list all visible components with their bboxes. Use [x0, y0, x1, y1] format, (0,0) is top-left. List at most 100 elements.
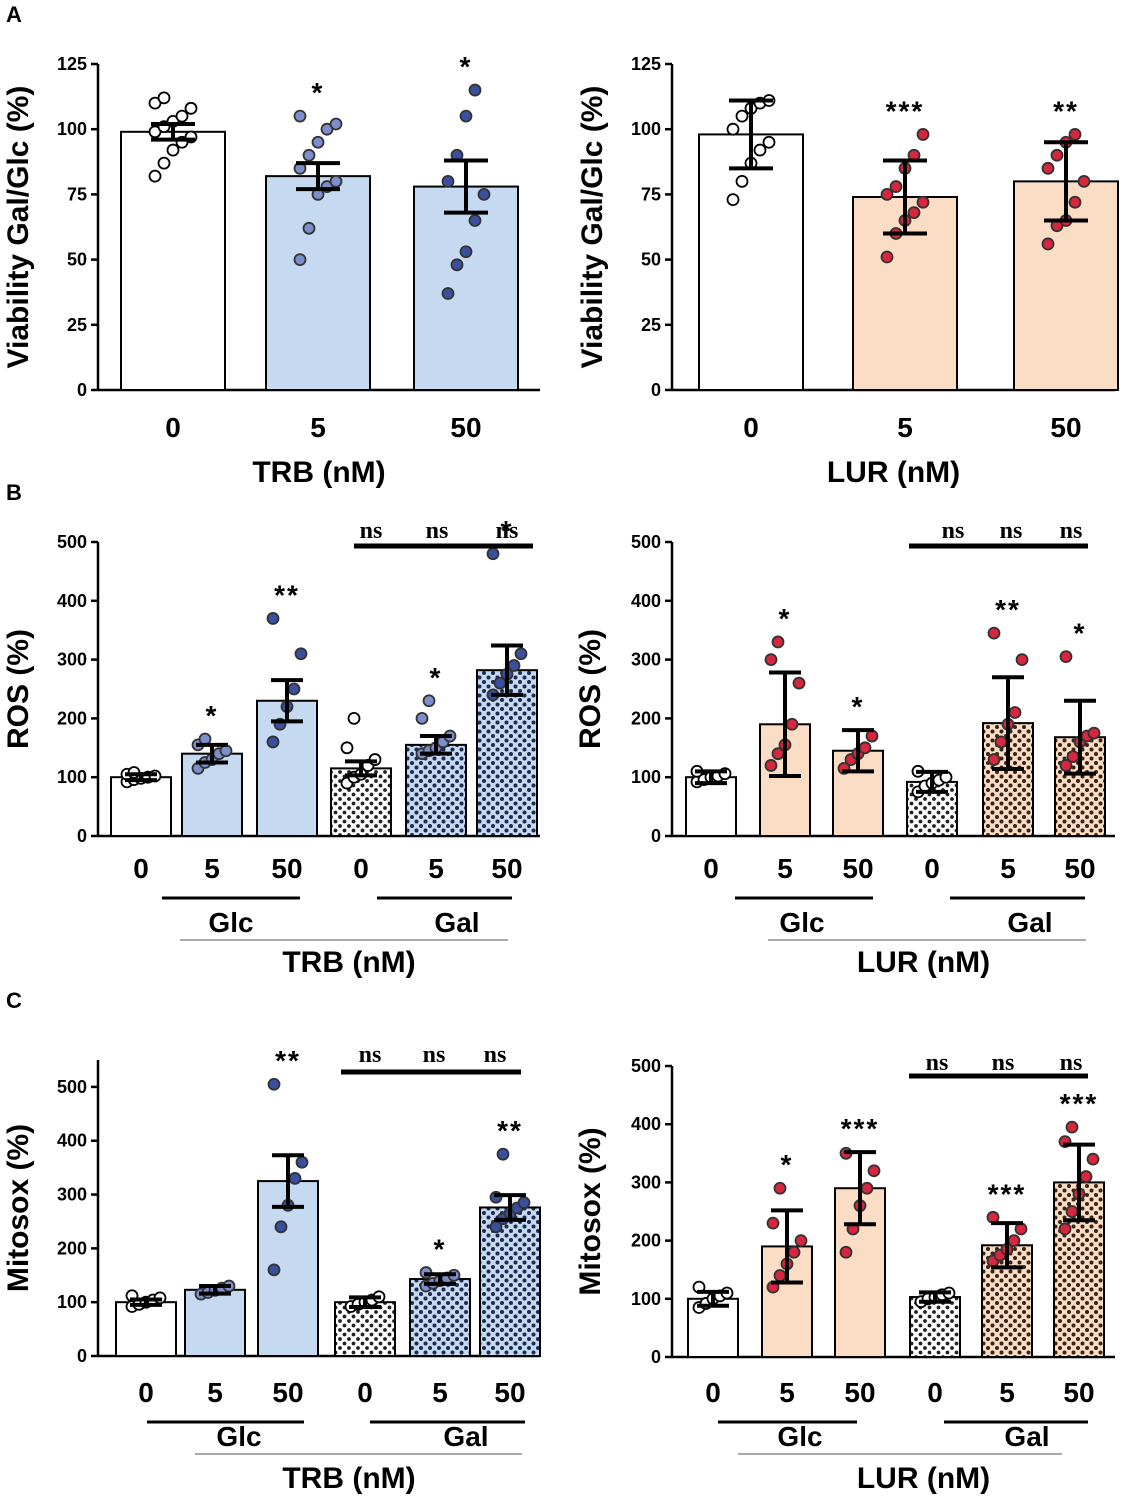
data-point: [293, 109, 307, 123]
x-axis-label: TRB (nM): [282, 1462, 415, 1495]
data-point: [1077, 174, 1091, 188]
ns-label: ns: [359, 1042, 382, 1068]
significance-label: *: [312, 77, 325, 108]
significance-label: *: [852, 691, 865, 722]
data-point: [773, 1269, 787, 1282]
data-point: [1041, 161, 1055, 175]
data-point: [517, 1196, 531, 1210]
group-label: Glc: [216, 1421, 261, 1452]
chart-A_LUR: 0 25 50 75 100 125 Viability Gal/Glc (%) 0 *** 5 *…: [576, 54, 1119, 489]
data-point: [764, 759, 778, 772]
y-tick-label: 500: [57, 532, 87, 552]
y-tick-label: 0: [651, 826, 661, 846]
data-point: [340, 741, 354, 755]
significance-label: ***: [886, 95, 925, 126]
bar: [413, 185, 519, 391]
ns-label: ns: [423, 1042, 446, 1068]
y-axis-label: Mitosox (%): [574, 1127, 607, 1295]
data-point: [157, 91, 171, 105]
y-tick-label: 200: [57, 1238, 87, 1258]
category-label: 50: [271, 853, 302, 884]
significance-label: **: [497, 1115, 523, 1146]
x-axis-label: TRB (nM): [282, 946, 415, 979]
data-point: [267, 1077, 281, 1091]
data-point: [1007, 1234, 1021, 1247]
data-point: [450, 258, 464, 272]
data-point: [987, 626, 1001, 640]
y-tick-label: 100: [631, 1289, 661, 1309]
data-point: [1087, 726, 1101, 740]
data-point: [459, 245, 473, 259]
data-point: [148, 169, 162, 183]
ns-label: ns: [496, 518, 519, 544]
significance-label: *: [434, 1234, 447, 1265]
data-point: [794, 1234, 808, 1247]
data-point: [1066, 750, 1080, 764]
bar: [405, 743, 467, 837]
data-point: [889, 180, 903, 193]
data-point: [1065, 1120, 1079, 1134]
data-point: [468, 83, 482, 97]
ns-label: ns: [1000, 518, 1023, 544]
category-label: 50: [272, 1377, 303, 1408]
data-point: [1050, 148, 1064, 162]
significance-label: **: [1053, 95, 1079, 126]
category-label: 0: [703, 853, 719, 884]
data-point: [880, 187, 894, 201]
bar: [110, 776, 172, 838]
category-label: 5: [432, 1377, 448, 1408]
data-point: [1059, 650, 1073, 664]
significance-label: ***: [988, 1178, 1027, 1209]
data-point: [468, 214, 482, 227]
y-tick-label: 100: [57, 1292, 87, 1312]
data-point: [302, 221, 316, 235]
y-axis-label: Viability Gal/Glc (%): [2, 86, 35, 369]
y-tick-label: 400: [631, 591, 661, 611]
data-point: [735, 109, 749, 123]
data-point: [916, 128, 930, 141]
x-axis-label: TRB (nM): [252, 456, 385, 489]
significance-label: *: [430, 662, 443, 693]
data-point: [266, 612, 280, 625]
data-point: [302, 148, 316, 162]
y-tick-label: 125: [57, 54, 87, 74]
data-point: [792, 676, 806, 690]
data-point: [274, 1220, 288, 1234]
data-point: [785, 717, 799, 731]
y-axis-label: Viability Gal/Glc (%): [576, 86, 609, 369]
bar: [181, 752, 243, 837]
data-point: [916, 195, 930, 209]
bar: [698, 133, 804, 391]
x-axis-label: LUR (nM): [857, 1462, 990, 1495]
data-point: [441, 287, 455, 300]
data-point: [184, 101, 198, 115]
data-point: [773, 1181, 787, 1195]
y-tick-label: 0: [77, 1346, 87, 1366]
category-label: 5: [777, 853, 793, 884]
data-point: [166, 143, 180, 157]
category-label: 5: [779, 1377, 795, 1408]
chart-A_TRB: 0 25 50 75 100 125 Viability Gal/Glc (%) 0 * 5 * 50…: [2, 51, 540, 489]
data-point: [865, 729, 879, 743]
category-label: 0: [357, 1377, 373, 1408]
data-point: [329, 174, 343, 188]
y-tick-label: 25: [67, 315, 87, 335]
ns-label: ns: [926, 1050, 949, 1076]
y-tick-label: 400: [57, 591, 87, 611]
y-axis-label: Mitosox (%): [2, 1124, 35, 1292]
y-tick-label: 200: [57, 708, 87, 728]
category-label: 0: [165, 412, 181, 443]
y-tick-label: 0: [651, 1347, 661, 1367]
y-tick-label: 50: [641, 250, 661, 270]
bar: [409, 1278, 471, 1358]
data-point: [860, 1181, 874, 1195]
y-tick-label: 300: [631, 650, 661, 670]
category-label: 0: [138, 1377, 154, 1408]
data-point: [1015, 653, 1029, 666]
y-tick-label: 100: [631, 119, 661, 139]
category-label: 5: [897, 412, 913, 443]
bar: [334, 1301, 396, 1357]
